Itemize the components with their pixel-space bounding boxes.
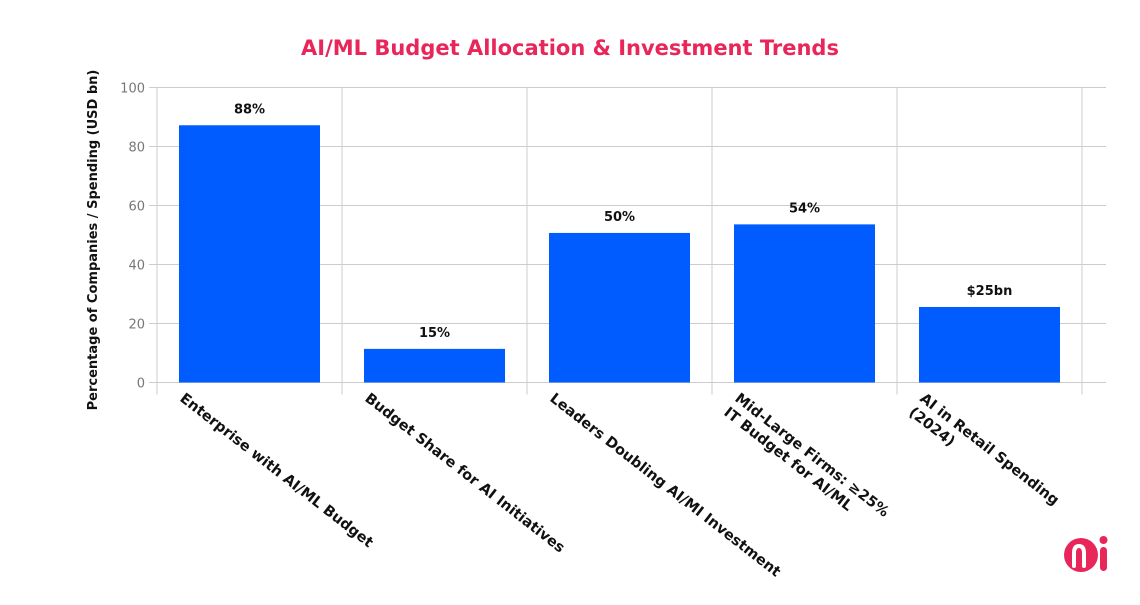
y-tick-label: 100: [120, 82, 145, 97]
data-label: $25bn: [967, 284, 1013, 299]
logo-i-stem: [1100, 547, 1107, 571]
bar: [179, 125, 320, 383]
y-tick-label: 60: [128, 200, 145, 215]
bar: [919, 306, 1060, 383]
data-label: 15%: [419, 326, 450, 341]
data-label: 54%: [789, 201, 820, 216]
x-tick-label: Enterprise with AI/ML Budget: [177, 391, 376, 552]
y-tick-label: 0: [137, 377, 145, 392]
chart-title: AI/ML Budget Allocation & Investment Tre…: [301, 36, 839, 60]
y-tick-label: 80: [128, 141, 145, 156]
y-tick-label: 40: [128, 259, 145, 274]
bar: [364, 348, 505, 383]
data-label: 50%: [604, 210, 635, 225]
bar: [734, 224, 875, 383]
x-tick-label: IT Budget for AI/ML: [721, 405, 856, 515]
logo-m-shape: [1064, 538, 1098, 572]
bar: [549, 232, 690, 383]
y-tick-label: 20: [128, 318, 145, 333]
x-tick-label: AI in Retail Spending: [917, 391, 1062, 509]
data-label: 88%: [234, 102, 265, 117]
logo-i-dot: [1099, 536, 1108, 544]
x-tick-label: Budget Share for AI Initiatives: [362, 391, 568, 557]
y-axis-label: Percentage of Companies / Spending (USD …: [86, 70, 101, 411]
logo-m-stroke: [1072, 543, 1086, 568]
x-tick-label: Mid-Large Firms: ≥25%: [732, 391, 892, 521]
brand-logo: [1064, 536, 1108, 572]
